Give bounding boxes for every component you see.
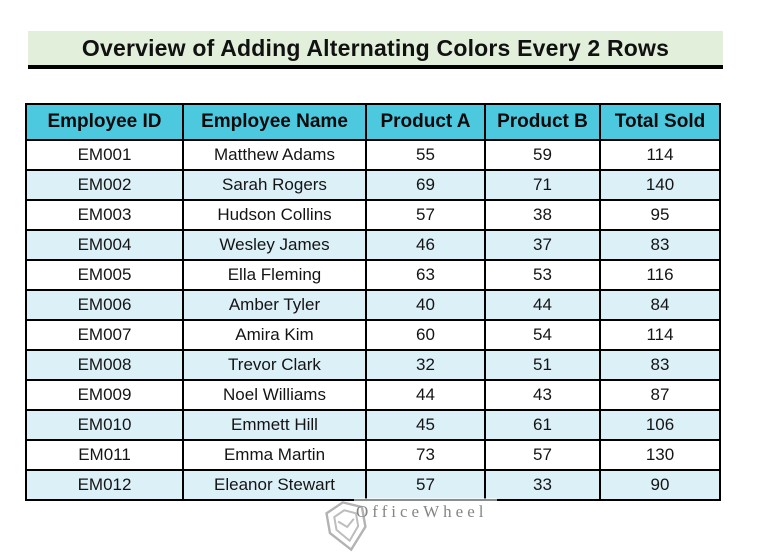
table-cell: EM011 bbox=[25, 439, 184, 471]
table-row: EM009 Noel Williams 44 43 87 bbox=[25, 379, 721, 411]
officewheel-shield-logo-icon bbox=[325, 501, 367, 552]
table-cell: 69 bbox=[365, 169, 486, 201]
table-cell: 32 bbox=[365, 349, 486, 381]
table-cell: Wesley James bbox=[182, 229, 367, 261]
table-cell: 61 bbox=[484, 409, 601, 441]
table-cell: 40 bbox=[365, 289, 486, 321]
table-row: EM003 Hudson Collins 57 38 95 bbox=[25, 199, 721, 231]
table-cell: 43 bbox=[484, 379, 601, 411]
table-cell: 57 bbox=[365, 199, 486, 231]
table-cell: 38 bbox=[484, 199, 601, 231]
table-cell: 95 bbox=[599, 199, 721, 231]
column-header-total-sold: Total Sold bbox=[599, 103, 721, 141]
table-cell: Emma Martin bbox=[182, 439, 367, 471]
column-header-product-a: Product A bbox=[365, 103, 486, 141]
table-cell: Hudson Collins bbox=[182, 199, 367, 231]
table-row: EM012 Eleanor Stewart 57 33 90 bbox=[25, 469, 721, 501]
table-cell: EM001 bbox=[25, 139, 184, 171]
table-cell: 63 bbox=[365, 259, 486, 291]
table-cell: 130 bbox=[599, 439, 721, 471]
table-body: EM001 Matthew Adams 55 59 114 EM002 Sarah Roge… bbox=[25, 139, 721, 501]
table-cell: 106 bbox=[599, 409, 721, 441]
table-cell: 71 bbox=[484, 169, 601, 201]
column-header-product-b: Product B bbox=[484, 103, 601, 141]
table-row: EM005 Ella Fleming 63 53 116 bbox=[25, 259, 721, 291]
table-cell: Noel Williams bbox=[182, 379, 367, 411]
table-cell: 116 bbox=[599, 259, 721, 291]
header-row: Employee ID Employee Name Product A Product… bbox=[25, 103, 721, 141]
table-cell: Emmett Hill bbox=[182, 409, 367, 441]
table-row: EM004 Wesley James 46 37 83 bbox=[25, 229, 721, 261]
table-cell: EM005 bbox=[25, 259, 184, 291]
watermark-text: OfficeWheel bbox=[354, 498, 498, 528]
table-cell: 57 bbox=[365, 469, 486, 501]
table-row: EM008 Trevor Clark 32 51 83 bbox=[25, 349, 721, 381]
table-row: EM011 Emma Martin 73 57 130 bbox=[25, 439, 721, 471]
watermark: OfficeWheel bbox=[325, 492, 498, 552]
column-header-employee-id: Employee ID bbox=[25, 103, 184, 141]
table-cell: 84 bbox=[599, 289, 721, 321]
table-cell: 60 bbox=[365, 319, 486, 351]
table-cell: Amber Tyler bbox=[182, 289, 367, 321]
table-cell: 44 bbox=[365, 379, 486, 411]
table-cell: 54 bbox=[484, 319, 601, 351]
table-cell: Eleanor Stewart bbox=[182, 469, 367, 501]
table-cell: EM007 bbox=[25, 319, 184, 351]
employee-sales-table: Employee ID Employee Name Product A Product… bbox=[25, 103, 721, 501]
table-row: EM006 Amber Tyler 40 44 84 bbox=[25, 289, 721, 321]
table-cell: Matthew Adams bbox=[182, 139, 367, 171]
table-cell: Ella Fleming bbox=[182, 259, 367, 291]
table-cell: 90 bbox=[599, 469, 721, 501]
table-cell: 83 bbox=[599, 229, 721, 261]
table-cell: EM009 bbox=[25, 379, 184, 411]
table-cell: 33 bbox=[484, 469, 601, 501]
table-cell: 51 bbox=[484, 349, 601, 381]
table-cell: 59 bbox=[484, 139, 601, 171]
table-cell: EM004 bbox=[25, 229, 184, 261]
table-cell: 46 bbox=[365, 229, 486, 261]
table-row: EM001 Matthew Adams 55 59 114 bbox=[25, 139, 721, 171]
table-cell: 83 bbox=[599, 349, 721, 381]
table-cell: Sarah Rogers bbox=[182, 169, 367, 201]
table-cell: EM010 bbox=[25, 409, 184, 441]
table-cell: EM012 bbox=[25, 469, 184, 501]
table-cell: EM002 bbox=[25, 169, 184, 201]
table-cell: 114 bbox=[599, 139, 721, 171]
table-row: EM010 Emmett Hill 45 61 106 bbox=[25, 409, 721, 441]
table-cell: 55 bbox=[365, 139, 486, 171]
column-header-employee-name: Employee Name bbox=[182, 103, 367, 141]
table-cell: Amira Kim bbox=[182, 319, 367, 351]
table-cell: EM008 bbox=[25, 349, 184, 381]
table-cell: 87 bbox=[599, 379, 721, 411]
table-cell: EM006 bbox=[25, 289, 184, 321]
table-cell: EM003 bbox=[25, 199, 184, 231]
table-cell: 57 bbox=[484, 439, 601, 471]
table-cell: 45 bbox=[365, 409, 486, 441]
table-header-row: Employee ID Employee Name Product A Product… bbox=[25, 103, 721, 141]
table-cell: 140 bbox=[599, 169, 721, 201]
table-cell: 37 bbox=[484, 229, 601, 261]
table-cell: 73 bbox=[365, 439, 486, 471]
page-title: Overview of Adding Alternating Colors Ev… bbox=[28, 31, 723, 69]
table-row: EM007 Amira Kim 60 54 114 bbox=[25, 319, 721, 351]
table-cell: 53 bbox=[484, 259, 601, 291]
table-cell: 114 bbox=[599, 319, 721, 351]
table-row: EM002 Sarah Rogers 69 71 140 bbox=[25, 169, 721, 201]
table-cell: 44 bbox=[484, 289, 601, 321]
table-cell: Trevor Clark bbox=[182, 349, 367, 381]
